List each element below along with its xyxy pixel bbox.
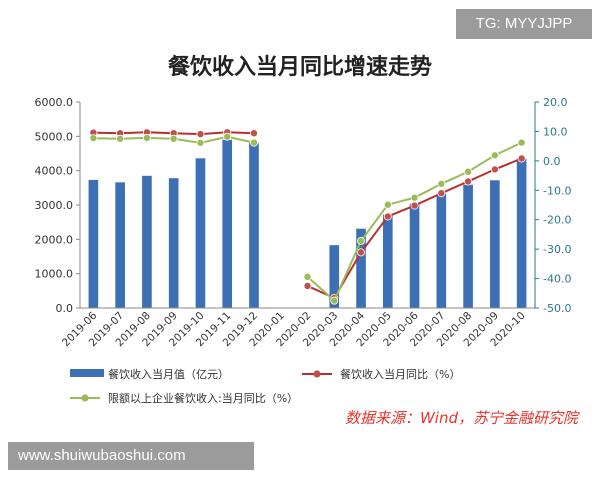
series-point bbox=[116, 134, 125, 143]
series-point bbox=[464, 177, 473, 186]
chart-title: 餐饮收入当月同比增速走势 bbox=[168, 54, 432, 80]
series-point bbox=[223, 132, 232, 141]
right-axis-tick-label: 0.0 bbox=[543, 155, 561, 168]
left-axis-tick-label: 5000.0 bbox=[35, 130, 74, 143]
bar bbox=[463, 184, 473, 308]
right-axis-tick-label: 20.0 bbox=[543, 96, 568, 109]
bar bbox=[222, 139, 233, 308]
series-point bbox=[249, 129, 258, 138]
bar bbox=[249, 143, 259, 308]
series-point bbox=[249, 138, 258, 147]
right-axis-tick-label: -50.0 bbox=[543, 302, 571, 315]
left-axis-tick-label: 2000.0 bbox=[35, 233, 74, 246]
bar bbox=[409, 203, 420, 308]
bar bbox=[88, 179, 99, 308]
series-point bbox=[410, 193, 419, 202]
series-point bbox=[357, 236, 366, 245]
bar bbox=[195, 158, 206, 308]
legend-label: 餐饮收入当月同比（%） bbox=[340, 367, 460, 381]
right-axis-tick-label: 10.0 bbox=[543, 125, 568, 138]
bar bbox=[142, 175, 152, 308]
series-point bbox=[517, 138, 526, 147]
series-point bbox=[437, 179, 446, 188]
legend-swatch-marker bbox=[313, 370, 321, 378]
legend-swatch-marker bbox=[81, 394, 89, 402]
left-axis-tick-label: 0.0 bbox=[56, 302, 74, 315]
right-axis-tick-label: -40.0 bbox=[543, 273, 571, 286]
series-point bbox=[303, 281, 312, 290]
legend-label: 餐饮收入当月值（亿元） bbox=[108, 367, 229, 381]
left-axis-tick-label: 3000.0 bbox=[35, 199, 74, 212]
series-point bbox=[517, 154, 526, 163]
series-point bbox=[169, 134, 178, 143]
left-axis-tick-label: 1000.0 bbox=[35, 268, 74, 281]
bar bbox=[356, 228, 366, 308]
bar bbox=[382, 214, 393, 308]
series-point bbox=[330, 296, 339, 305]
series-point bbox=[303, 272, 312, 281]
left-axis-tick-label: 6000.0 bbox=[35, 96, 74, 109]
legend-swatch-bar bbox=[70, 369, 104, 377]
bar bbox=[115, 182, 125, 308]
watermark-top: TG: MYYJJPP bbox=[456, 9, 592, 39]
series-point bbox=[383, 200, 392, 209]
series-point bbox=[490, 151, 499, 160]
series-point bbox=[490, 165, 499, 174]
bar bbox=[490, 180, 500, 308]
right-axis-tick-label: -20.0 bbox=[543, 214, 571, 227]
source-note: 数据来源：Wind，苏宁金融研究院 bbox=[345, 409, 580, 427]
series-point bbox=[383, 212, 392, 221]
bar bbox=[329, 245, 340, 308]
series-point bbox=[142, 133, 151, 142]
series-point bbox=[196, 138, 205, 147]
series-point bbox=[464, 167, 473, 176]
series-point bbox=[437, 189, 446, 198]
bar bbox=[516, 158, 527, 308]
watermark-bottom: www.shuiwubaoshui.com bbox=[8, 442, 254, 470]
series-point bbox=[357, 248, 366, 257]
series-point bbox=[196, 130, 205, 139]
right-axis-tick-label: -10.0 bbox=[543, 184, 571, 197]
series-point bbox=[410, 201, 419, 210]
left-axis-tick-label: 4000.0 bbox=[35, 165, 74, 178]
right-axis-tick-label: -30.0 bbox=[543, 243, 571, 256]
bar bbox=[168, 178, 179, 308]
legend-label: 限额以上企业餐饮收入:当月同比（%） bbox=[108, 391, 298, 405]
series-point bbox=[89, 134, 98, 143]
bar bbox=[436, 193, 447, 308]
